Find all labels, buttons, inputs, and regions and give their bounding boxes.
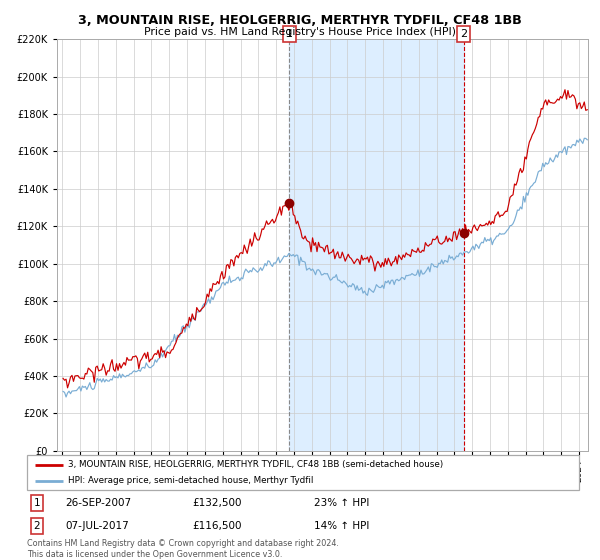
Text: HPI: Average price, semi-detached house, Merthyr Tydfil: HPI: Average price, semi-detached house,… — [68, 476, 314, 485]
Text: 3, MOUNTAIN RISE, HEOLGERRIG, MERTHYR TYDFIL, CF48 1BB (semi-detached house): 3, MOUNTAIN RISE, HEOLGERRIG, MERTHYR TY… — [68, 460, 443, 469]
Text: 2: 2 — [460, 29, 467, 39]
Text: £132,500: £132,500 — [193, 498, 242, 508]
Text: 23% ↑ HPI: 23% ↑ HPI — [314, 498, 370, 508]
Text: 14% ↑ HPI: 14% ↑ HPI — [314, 521, 370, 531]
Text: 26-SEP-2007: 26-SEP-2007 — [65, 498, 132, 508]
Bar — [289, 39, 464, 451]
Text: Price paid vs. HM Land Registry's House Price Index (HPI): Price paid vs. HM Land Registry's House … — [144, 27, 456, 37]
Text: 3, MOUNTAIN RISE, HEOLGERRIG, MERTHYR TYDFIL, CF48 1BB: 3, MOUNTAIN RISE, HEOLGERRIG, MERTHYR TY… — [78, 14, 522, 27]
Text: Contains HM Land Registry data © Crown copyright and database right 2024.
This d: Contains HM Land Registry data © Crown c… — [27, 539, 339, 559]
FancyBboxPatch shape — [27, 455, 579, 490]
Text: 1: 1 — [34, 498, 40, 508]
Text: 07-JUL-2017: 07-JUL-2017 — [65, 521, 130, 531]
Text: 2: 2 — [34, 521, 40, 531]
Text: £116,500: £116,500 — [193, 521, 242, 531]
Text: 1: 1 — [286, 29, 293, 39]
